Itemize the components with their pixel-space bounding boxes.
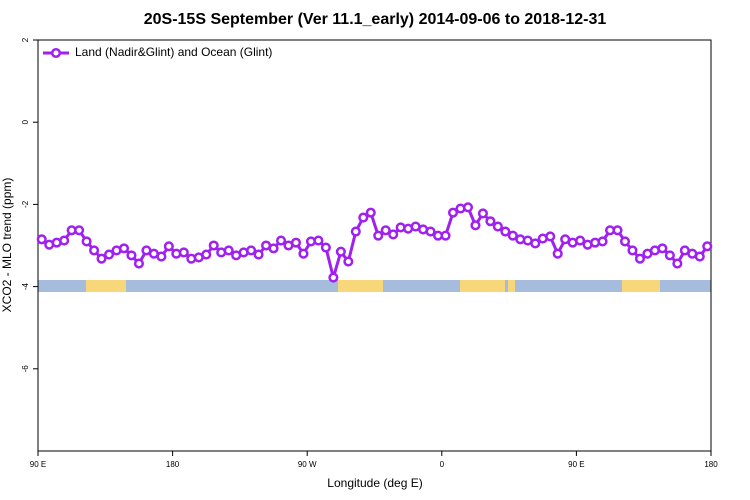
- data-point: [103, 249, 115, 260]
- data-point: [664, 250, 675, 261]
- data-point: [89, 245, 100, 256]
- data-point: [59, 235, 70, 246]
- data-point: [657, 243, 668, 254]
- land-ocean-band: [38, 280, 711, 292]
- data-point: [298, 248, 309, 259]
- legend-marker: [50, 47, 62, 59]
- data-point: [694, 251, 705, 262]
- data-point: [350, 226, 361, 237]
- data-point: [702, 241, 713, 252]
- data-point: [619, 236, 631, 247]
- data-point: [462, 202, 474, 213]
- y-tick-label: -2: [21, 200, 30, 208]
- x-tick-label: 180: [166, 460, 180, 469]
- data-point: [597, 236, 608, 247]
- data-point: [118, 243, 130, 254]
- y-tick-label: 0: [21, 119, 30, 124]
- data-point: [388, 229, 399, 240]
- data-point: [627, 245, 638, 256]
- land-band: [460, 280, 505, 292]
- chart-title: 20S-15S September (Ver 11.1_early) 2014-…: [144, 11, 607, 28]
- data-point: [163, 241, 174, 252]
- data-point: [36, 234, 47, 245]
- data-point: [343, 256, 354, 267]
- land-band: [86, 280, 126, 292]
- data-point: [328, 272, 339, 283]
- land-band: [338, 280, 383, 292]
- data-point: [365, 207, 376, 218]
- x-tick-label: 0: [440, 460, 445, 469]
- y-tick-label: -6: [21, 365, 30, 373]
- y-tick-label: 2: [21, 37, 30, 42]
- data-point: [253, 249, 264, 260]
- data-point: [470, 220, 481, 231]
- data-point: [545, 231, 556, 242]
- data-point: [275, 235, 287, 246]
- plot-frame: [37, 39, 712, 452]
- data-point: [268, 243, 279, 254]
- data-point: [246, 245, 257, 256]
- x-tick-label: 90 E: [568, 460, 584, 469]
- data-point: [477, 208, 488, 219]
- land-band: [508, 280, 515, 292]
- data-point: [530, 238, 541, 249]
- data-point: [552, 248, 563, 259]
- data-point: [96, 253, 107, 264]
- y-axis-label: XCO2 - MLO trend (ppm): [0, 178, 14, 313]
- x-tick-label: 90 E: [30, 460, 46, 469]
- land-band: [622, 280, 660, 292]
- data-point: [133, 258, 144, 269]
- x-tick-label: 90 W: [298, 460, 317, 469]
- data-point: [74, 225, 85, 236]
- data-point: [358, 212, 369, 223]
- data-point: [612, 225, 623, 236]
- data-point: [440, 230, 451, 241]
- data-point: [126, 250, 137, 261]
- y-tick-label: -4: [21, 282, 30, 290]
- data-point: [201, 249, 212, 260]
- data-point: [425, 226, 436, 237]
- data-point: [380, 225, 391, 236]
- data-point: [208, 240, 219, 251]
- data-point: [500, 226, 511, 237]
- data-point: [485, 216, 496, 227]
- data-point: [507, 230, 518, 241]
- data-point: [672, 258, 683, 269]
- data-point: [223, 245, 234, 256]
- data-point: [492, 221, 503, 232]
- x-axis-label: Longitude (deg E): [327, 476, 422, 490]
- data-point: [156, 251, 167, 262]
- data-point: [373, 230, 384, 241]
- data-point: [178, 247, 189, 258]
- data-point: [313, 235, 324, 246]
- data-point: [447, 207, 459, 218]
- legend-label: Land (Nadir&Glint) and Ocean (Glint): [75, 45, 272, 59]
- x-tick-label: 180: [704, 460, 718, 469]
- data-point: [335, 246, 346, 257]
- data-point: [81, 236, 92, 247]
- data-point: [634, 253, 646, 264]
- data-point: [320, 242, 331, 253]
- data-point: [575, 235, 586, 246]
- data-point: [290, 237, 302, 248]
